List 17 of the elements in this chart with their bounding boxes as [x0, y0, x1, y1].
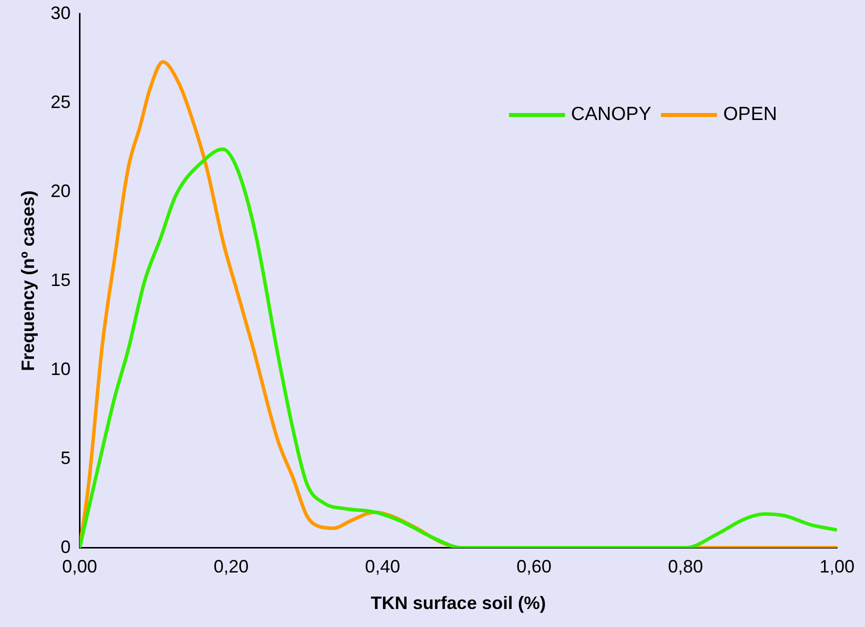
y-tick-label: 30 — [50, 2, 71, 23]
y-tick-label: 0 — [60, 536, 71, 557]
y-tick-label: 20 — [50, 180, 71, 201]
x-axis-title: TKN surface soil (%) — [370, 593, 546, 614]
x-tick-label: 0,80 — [668, 556, 704, 577]
x-tick-label: 1,00 — [819, 556, 855, 577]
y-axis-title: Frequency (nº cases) — [18, 190, 38, 372]
legend-label: CANOPY — [571, 104, 652, 126]
y-tick-label: 25 — [50, 92, 71, 112]
x-tick-label: 0,00 — [62, 556, 98, 577]
y-tick-label: 5 — [60, 448, 71, 468]
x-tick-label: 0,40 — [365, 556, 400, 577]
legend-label: OPEN — [723, 104, 778, 126]
y-tick-label: 15 — [50, 270, 71, 290]
x-tick-label: 0,60 — [516, 556, 552, 577]
y-tick-label: 10 — [50, 358, 71, 379]
x-tick-label: 0,20 — [214, 556, 249, 577]
